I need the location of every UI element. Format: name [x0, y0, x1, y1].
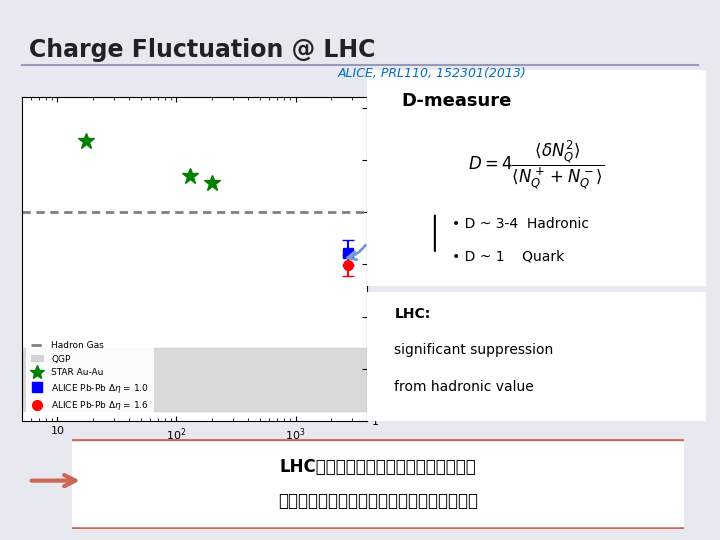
- Text: • D ~ 3-4  Hadronic: • D ~ 3-4 Hadronic: [452, 217, 589, 231]
- Text: $D = 4\dfrac{\langle \delta N_Q^2 \rangle}{\langle N_Q^+ + N_Q^- \rangle}$: $D = 4\dfrac{\langle \delta N_Q^2 \rangl…: [468, 139, 605, 192]
- Legend: Hadron Gas, QGP, STAR Au-Au, ALICE Pb-Pb $\Delta\eta$ = 1.0, ALICE Pb-Pb $\Delta: Hadron Gas, QGP, STAR Au-Au, ALICE Pb-Pb…: [26, 336, 154, 417]
- Text: LHC:: LHC:: [395, 307, 431, 321]
- Text: from hadronic value: from hadronic value: [395, 380, 534, 394]
- X-axis label: $\sqrt{s_{NN}}$ (GeV): $\sqrt{s_{NN}}$ (GeV): [158, 448, 230, 465]
- Text: 以前に生成されたものを強く反映している！: 以前に生成されたものを強く反映している！: [278, 492, 478, 510]
- Text: LHC終状態の電荷ゆらぎは、ハドロン化: LHC終状態の電荷ゆらぎは、ハドロン化: [279, 457, 477, 476]
- Text: ALICE, PRL110, 152301(2013): ALICE, PRL110, 152301(2013): [338, 68, 526, 80]
- Text: • D ~ 1    Quark: • D ~ 1 Quark: [452, 249, 564, 264]
- Text: significant suppression: significant suppression: [395, 343, 554, 357]
- Y-axis label: D: D: [395, 259, 407, 274]
- Text: Charge Fluctuation @ LHC: Charge Fluctuation @ LHC: [29, 38, 375, 62]
- Bar: [22, 348, 367, 411]
- Text: D-measure: D-measure: [401, 92, 511, 110]
- FancyBboxPatch shape: [357, 66, 716, 293]
- FancyBboxPatch shape: [357, 289, 716, 425]
- FancyBboxPatch shape: [53, 440, 703, 528]
